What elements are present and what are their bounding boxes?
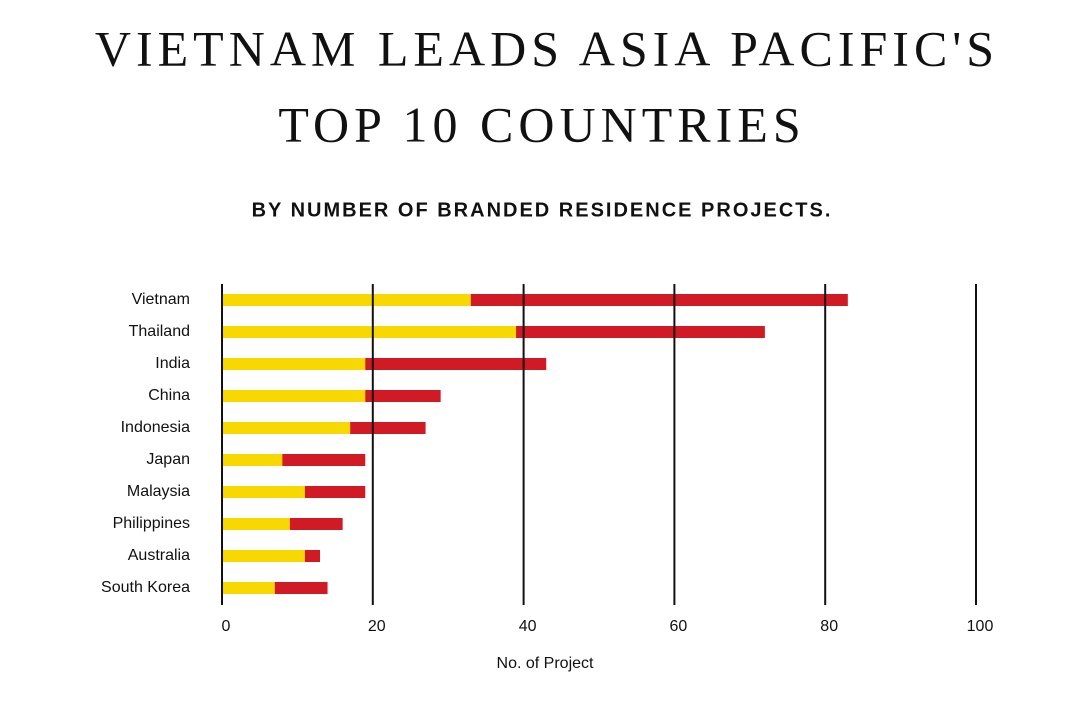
bar-segment [222, 422, 351, 434]
bar-segment [350, 422, 426, 434]
y-tick-label: Indonesia [121, 419, 190, 436]
x-tick-label: 100 [967, 618, 994, 635]
chart-title-line: TOP 10 COUNTRIES [278, 96, 805, 152]
x-axis-label: No. of Project [497, 655, 594, 672]
chart-title-line: VIETNAM LEADS ASIA PACIFIC'S [95, 20, 999, 76]
y-tick-label: Vietnam [132, 291, 190, 308]
y-tick-label: Philippines [113, 515, 190, 532]
x-tick-label: 40 [519, 618, 537, 635]
y-tick-label: India [155, 355, 190, 372]
x-tick-label: 0 [222, 618, 231, 635]
bar-segment [304, 550, 321, 562]
bar-segment [365, 390, 441, 402]
chart-subtitle: BY NUMBER OF BRANDED RESIDENCE PROJECTS. [252, 199, 833, 221]
bar-segment [289, 518, 343, 530]
bar-segment [282, 454, 366, 466]
y-tick-label: Thailand [129, 323, 190, 340]
bar-segment [365, 358, 547, 370]
y-tick-label: South Korea [101, 579, 190, 596]
bar-segment [222, 390, 366, 402]
x-tick-label: 80 [820, 618, 838, 635]
bar-segment [222, 454, 283, 466]
x-tick-label: 60 [670, 618, 688, 635]
bar-segment [222, 550, 305, 562]
x-tick-label: 20 [368, 618, 386, 635]
y-tick-label: Malaysia [127, 483, 190, 500]
y-tick-label: China [148, 387, 190, 404]
bar-segment [304, 486, 366, 498]
bar-segment [274, 582, 328, 594]
bar-segment [222, 326, 517, 338]
bar-segment [222, 518, 290, 530]
bar-segment [470, 294, 848, 306]
bar-segment [222, 358, 366, 370]
y-tick-label: Australia [128, 547, 190, 564]
bar-segment [222, 486, 305, 498]
bar-segment [516, 326, 765, 338]
bar-segment [222, 582, 275, 594]
y-tick-label: Japan [146, 451, 190, 468]
bar-segment [222, 294, 471, 306]
